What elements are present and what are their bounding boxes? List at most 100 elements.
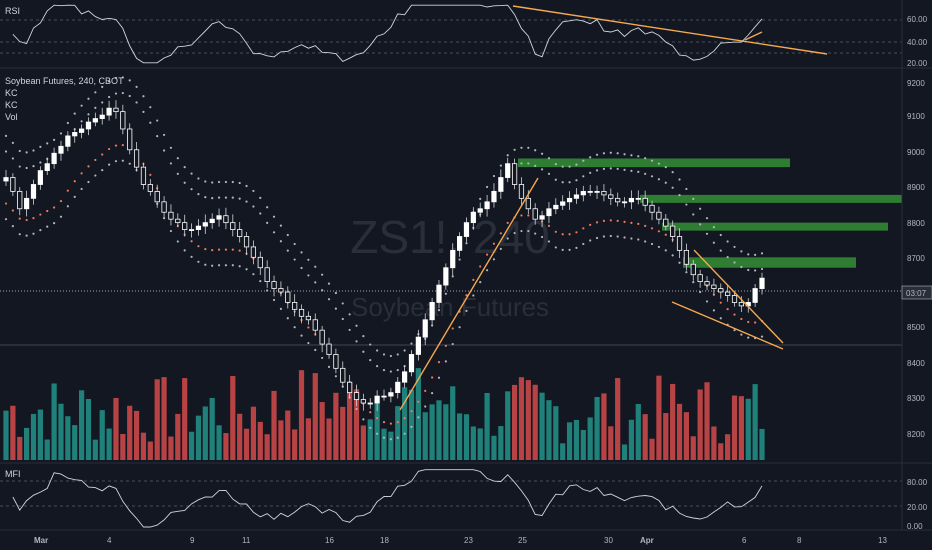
kc-lower-inner <box>451 327 454 330</box>
volume-bar <box>725 434 731 460</box>
resistance-zones[interactable] <box>518 158 902 268</box>
volume-bar <box>374 403 380 460</box>
kc-lower-inner <box>520 214 523 217</box>
candle-bull <box>402 371 408 383</box>
candle-bull <box>216 215 222 220</box>
candle-bear <box>360 399 366 404</box>
kc-upper-inner <box>183 181 186 184</box>
kc-upper-outer <box>657 162 661 165</box>
kc-lower-outer <box>740 333 743 336</box>
kc-upper-inner <box>602 167 606 170</box>
kc-lower-inner <box>231 248 234 251</box>
kc-upper-inner <box>245 200 248 203</box>
grid <box>0 19 902 507</box>
kc-upper-outer <box>39 145 42 148</box>
volume-bar <box>670 383 676 460</box>
kc-upper-outer <box>389 354 392 358</box>
volume-bar <box>10 405 16 460</box>
kc-upper-inner <box>32 164 35 168</box>
kc-upper-inner <box>561 181 564 184</box>
kc-upper-inner <box>568 181 571 184</box>
trendlines[interactable] <box>399 5 828 411</box>
kc-lower-outer <box>279 307 283 310</box>
candle-bull <box>539 215 545 220</box>
candles[interactable] <box>3 100 765 411</box>
volume-bar <box>243 428 250 460</box>
volume-bar <box>436 400 442 460</box>
kc-upper-outer <box>156 119 159 122</box>
kc-lower-outer <box>217 264 221 267</box>
volume-bar <box>457 413 463 460</box>
rsi-axis[interactable]: 60.00 40.00 20.00 <box>907 15 928 68</box>
time-axis[interactable]: Mar 4 9 11 16 18 23 25 30 Apr 6 8 13 <box>34 536 887 545</box>
candle-bull <box>635 197 641 200</box>
kc-lower-outer <box>568 248 571 251</box>
kc-lower-outer <box>664 249 667 252</box>
candle-bull <box>456 236 463 251</box>
volume-bar <box>683 412 689 460</box>
kc-upper-inner <box>217 196 221 199</box>
candle-bear <box>718 288 724 293</box>
volume-bars <box>3 368 765 460</box>
candle-bear <box>697 274 703 283</box>
kc-upper-outer <box>107 80 111 83</box>
kc-upper-inner <box>616 167 619 170</box>
kc-upper-outer <box>183 166 186 169</box>
candle-bear <box>340 367 346 383</box>
volume-bar <box>182 378 188 460</box>
price-axis[interactable]: 9200 9100 9000 8900 8800 8700 8500 8400 … <box>901 79 932 439</box>
candle-bear <box>511 163 518 185</box>
candle-bear <box>17 191 23 210</box>
indicator-vol[interactable]: Vol <box>5 112 18 122</box>
kc-lower-outer <box>520 229 523 233</box>
kc-lower-outer <box>637 238 640 241</box>
kc-upper-inner <box>540 168 544 171</box>
kc-upper-outer <box>231 180 234 184</box>
kc-upper-outer <box>176 157 179 160</box>
kc-lower-inner <box>747 320 750 324</box>
kc-upper-inner <box>623 168 626 171</box>
candle-bull <box>594 191 600 193</box>
kc-lower-outer <box>169 229 173 233</box>
resistance-zone-4 <box>683 257 856 268</box>
candle-bull <box>24 197 30 210</box>
volume-bar <box>147 441 153 460</box>
kc-lower-inner <box>53 206 56 209</box>
kc-upper-inner <box>121 91 124 95</box>
indicator-kc-2[interactable]: KC <box>5 100 18 110</box>
kc-upper-outer <box>678 178 681 181</box>
kc-upper-inner <box>162 149 166 152</box>
kc-upper-outer <box>685 187 688 191</box>
kc-lower-inner <box>547 224 551 227</box>
kc-upper-inner <box>376 365 379 368</box>
kc-upper-outer <box>719 233 722 237</box>
kc-lower-outer <box>657 245 661 249</box>
kc-lower-outer <box>437 376 441 379</box>
x-label-apr: Apr <box>640 536 654 545</box>
indicator-kc-1[interactable]: KC <box>5 88 18 98</box>
volume-bar <box>718 443 724 460</box>
kc-lower-inner <box>238 249 241 252</box>
candle-bull <box>58 145 64 154</box>
volume-bar <box>711 426 717 460</box>
kc-lower-inner <box>114 144 118 147</box>
candle-bear <box>292 302 298 310</box>
kc-lower-inner <box>602 219 606 223</box>
volume-bar <box>704 382 710 460</box>
kc-upper-inner <box>176 172 179 175</box>
kc-upper-inner <box>650 175 654 178</box>
kc-upper-outer <box>513 148 516 151</box>
kc-lower-inner <box>616 219 619 223</box>
volume-bar <box>759 428 765 460</box>
kc-upper-inner <box>458 258 461 261</box>
kc-lower-inner <box>25 218 28 222</box>
kc-upper-inner <box>142 110 145 113</box>
kc-lower-outer <box>66 205 69 208</box>
candle-bull <box>37 170 43 185</box>
kc-upper-outer <box>53 138 56 141</box>
mfi-axis[interactable]: 80.00 20.00 0.00 <box>907 478 928 531</box>
x-label-mar: Mar <box>34 536 48 545</box>
kc-upper-inner <box>747 268 750 272</box>
kc-upper-outer <box>492 174 496 178</box>
